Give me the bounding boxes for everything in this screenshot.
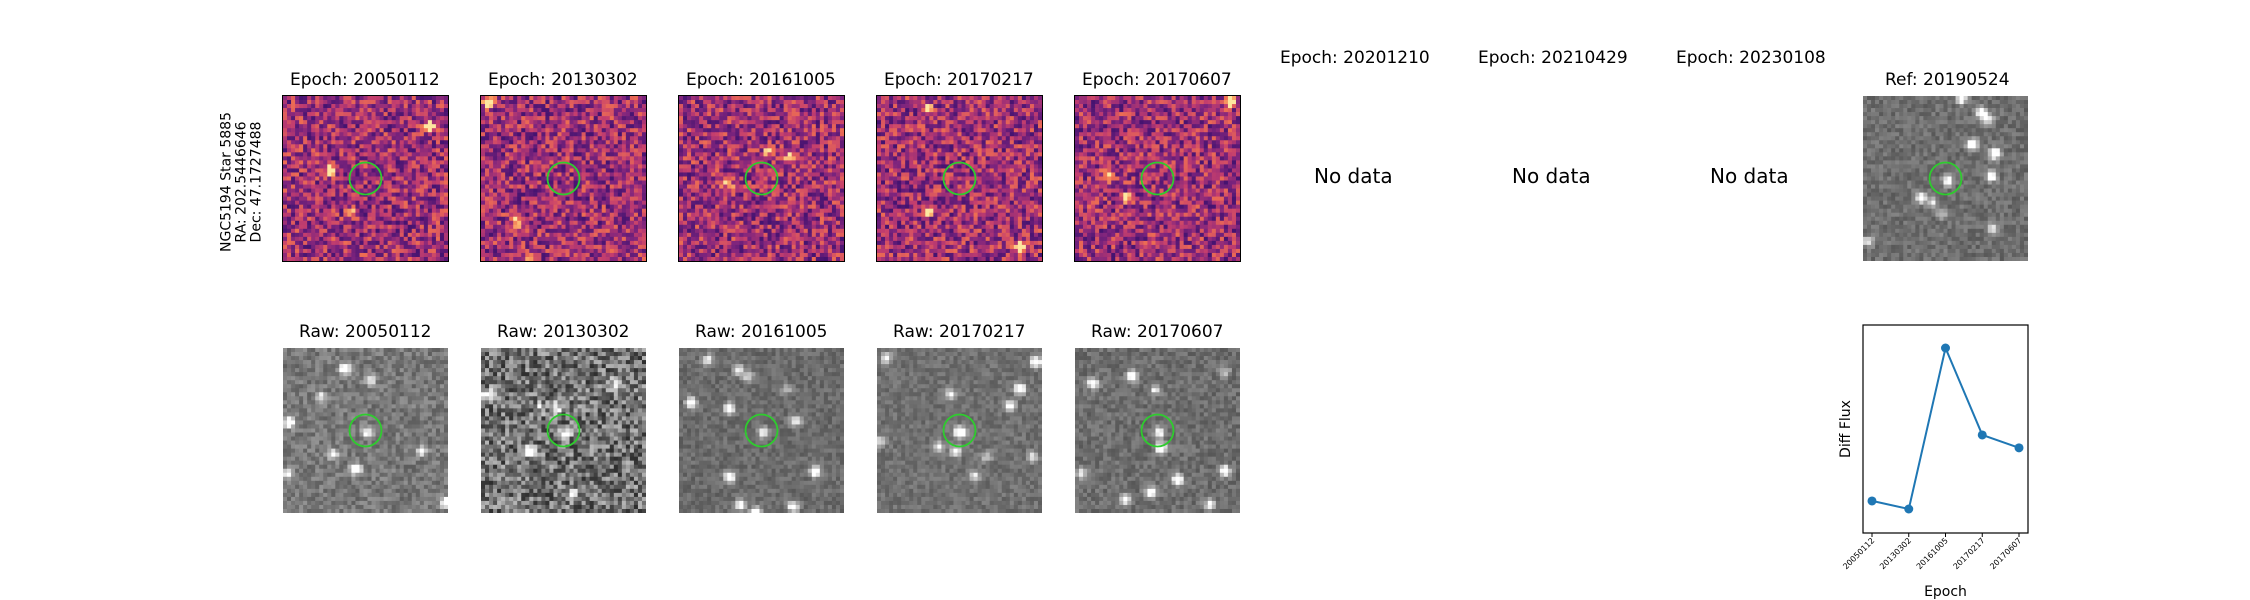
- ref-title: Ref: 20190524: [1885, 70, 2010, 90]
- x-tick-label: 20130302: [1878, 536, 1913, 571]
- raw-image-5: [1075, 348, 1240, 513]
- x-tick-label: 20170607: [1988, 536, 2023, 571]
- raw-title-1: Raw: 20050112: [299, 322, 432, 342]
- aperture-circle: [1140, 161, 1175, 196]
- no-data-text-7: No data: [1512, 164, 1591, 188]
- diff-image-2: [480, 95, 647, 262]
- no-data-text-8: No data: [1710, 164, 1789, 188]
- star-ra: RA: 202.5446646: [233, 121, 250, 243]
- star-dec: Dec: 47.1727488: [248, 121, 265, 243]
- diff-title-8: Epoch: 20230108: [1676, 48, 1826, 68]
- data-point-20161005: [1941, 343, 1950, 353]
- aperture-circle: [744, 161, 779, 196]
- diff-image-1: [282, 95, 449, 262]
- x-tick-label: 20170217: [1952, 536, 1987, 571]
- raw-title-5: Raw: 20170607: [1091, 322, 1224, 342]
- x-tick-label: 20050112: [1841, 536, 1876, 571]
- plot-frame: [1862, 324, 2029, 534]
- raw-image-4: [877, 348, 1042, 513]
- diff-image-5: [1074, 95, 1241, 262]
- ref-image: [1863, 96, 2028, 261]
- light-curve-chart: 20050112 20130302 20161005 20170217 20170607…: [1838, 324, 2029, 600]
- aperture-circle: [1928, 161, 1963, 196]
- diff-image-4: [876, 95, 1043, 262]
- aperture-circle: [942, 413, 977, 448]
- diff-title-7: Epoch: 20210429: [1478, 48, 1628, 68]
- diff-title-2: Epoch: 20130302: [488, 70, 638, 90]
- diff-title-4: Epoch: 20170217: [884, 70, 1034, 90]
- star-label-text: NGC5194 Star 5885 RA: 202.5446646 Dec: 4…: [218, 112, 265, 252]
- diff-title-6: Epoch: 20201210: [1280, 48, 1430, 68]
- data-point-20170217: [1977, 430, 1987, 440]
- x-tick-label: 20161005: [1915, 536, 1950, 571]
- raw-title-2: Raw: 20130302: [497, 322, 630, 342]
- aperture-circle: [546, 413, 581, 448]
- aperture-circle: [348, 413, 383, 448]
- x-axis-label: Epoch: [1924, 584, 1967, 600]
- no-data-text-6: No data: [1314, 164, 1393, 188]
- aperture-circle: [348, 161, 383, 196]
- data-point-20170607: [2014, 443, 2024, 453]
- star-label: NGC5194 Star 5885 RA: 202.5446646 Dec: 4…: [218, 107, 265, 257]
- diff-title-5: Epoch: 20170607: [1082, 70, 1232, 90]
- raw-image-2: [481, 348, 646, 513]
- data-point-20130302: [1904, 504, 1914, 514]
- diff-title-1: Epoch: 20050112: [290, 70, 440, 90]
- y-axis-label: Diff Flux: [1838, 400, 1854, 458]
- aperture-circle: [942, 161, 977, 196]
- data-point-20050112: [1867, 496, 1877, 506]
- raw-image-1: [283, 348, 448, 513]
- raw-title-4: Raw: 20170217: [893, 322, 1026, 342]
- aperture-circle: [1140, 413, 1175, 448]
- raw-title-3: Raw: 20161005: [695, 322, 828, 342]
- aperture-circle: [744, 413, 779, 448]
- diff-image-3: [678, 95, 845, 262]
- diff-title-3: Epoch: 20161005: [686, 70, 836, 90]
- star-name: NGC5194 Star 5885: [218, 112, 235, 252]
- raw-image-3: [679, 348, 844, 513]
- aperture-circle: [546, 161, 581, 196]
